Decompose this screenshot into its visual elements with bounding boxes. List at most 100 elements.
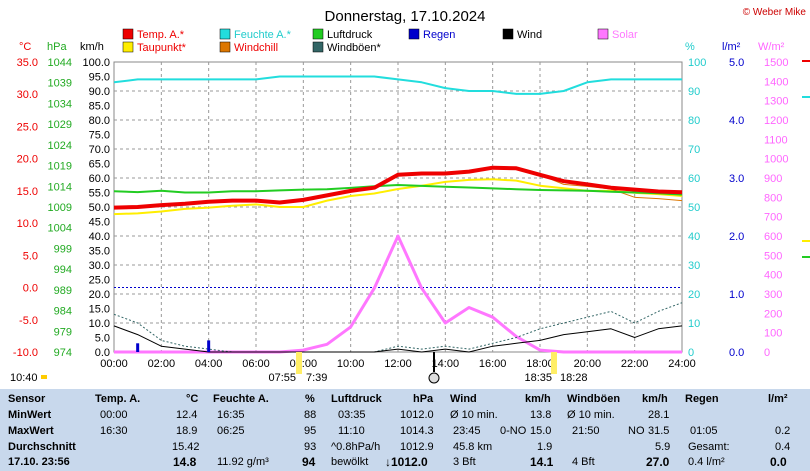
tick-time: 04:00 (195, 358, 223, 370)
dusk-label: 18:35 (524, 372, 552, 384)
tick-time: 06:00 (242, 358, 270, 370)
current-gust-bft: 4 Bft (572, 456, 595, 468)
tick-time: 12:00 (384, 358, 412, 370)
sunrise-label: 07:55 (268, 372, 296, 384)
sunrise-marker (296, 352, 302, 374)
tick-pct: 20 (688, 289, 700, 301)
moon-time-label: 10:40 (10, 372, 38, 384)
tick-kmh: 50.0 (89, 202, 110, 214)
tick-kmh: 30.0 (89, 260, 110, 272)
rain-bar (136, 343, 140, 352)
current-weather: bewölkt (331, 456, 369, 468)
tick-hpa: 974 (54, 347, 72, 359)
tick-hpa: 979 (54, 326, 72, 338)
grid (114, 62, 682, 352)
hdr-wind-unit: km/h (525, 393, 551, 405)
tick-pct: 30 (688, 260, 700, 272)
unit-celsius: °C (19, 41, 31, 53)
legend-label: Wind (517, 29, 542, 41)
tick-kmh: 35.0 (89, 246, 110, 258)
tick-kmh: 95.0 (89, 72, 110, 84)
tick-time: 00:00 (100, 358, 128, 370)
legend: Temp. A.* Feuchte A.* Luftdruck Regen Wind So… (122, 28, 638, 54)
legend-label: Solar (612, 29, 638, 41)
avg-gust: 5.9 (655, 441, 671, 453)
tick-hpa: 1024 (48, 140, 72, 152)
tick-rain: 1.0 (729, 289, 744, 301)
hdr-press-unit: hPa (413, 393, 434, 405)
edge-stub-cyan (802, 96, 810, 98)
tick-solar: 1200 (764, 115, 788, 127)
max-gust-time: 21:50 (572, 425, 600, 437)
legend-swatch (312, 41, 324, 53)
tick-kmh: 15.0 (89, 304, 110, 316)
tick-kmh: 65.0 (89, 159, 110, 171)
current-hum: 94 (302, 455, 316, 469)
row-min-label: MinWert (8, 409, 52, 421)
max-press: 1014.3 (400, 425, 434, 437)
tick-pct: 10 (688, 318, 700, 330)
legend-swatch (502, 28, 514, 40)
min-wind: 13.8 (530, 409, 552, 421)
tick-time: 14:00 (432, 358, 460, 370)
tick-kmh: 75.0 (89, 130, 110, 142)
min-wind-label: Ø 10 min. (450, 409, 498, 421)
tick-solar: 100 (764, 328, 782, 340)
tick-hpa: 994 (54, 264, 72, 276)
moon-marker (41, 375, 47, 379)
min-temp: 12.4 (176, 409, 198, 421)
tick-kmh: 20.0 (89, 289, 110, 301)
tick-kmh: 100.0 (82, 57, 110, 69)
sun-markers: 10:40 07:55 7:39 18:35 18:28 (10, 352, 588, 384)
unit-rain: l/m² (722, 41, 741, 53)
hdr-hum-unit: % (305, 393, 315, 405)
legend-swatch (597, 28, 609, 40)
tick-rain: 3.0 (729, 173, 744, 185)
weather-chart: Donnerstag, 17.10.2024 © Weber Mike Temp… (10, 7, 810, 384)
tick-time: 16:00 (479, 358, 507, 370)
tick-solar: 1100 (764, 134, 788, 146)
max-hum-time: 06:25 (217, 425, 245, 437)
tick-solar: 900 (764, 173, 782, 185)
tick-time: 24:00 (668, 358, 696, 370)
tick-kmh: 5.0 (95, 333, 110, 345)
legend-swatch (219, 41, 231, 53)
tick-solar: 1000 (764, 154, 788, 166)
legend-label: Temp. A.* (137, 29, 185, 41)
current-press: ↓1012.0 (385, 455, 428, 469)
legend-label: Windböen* (327, 42, 382, 54)
hdr-rain: Regen (685, 393, 719, 405)
unit-kmh: km/h (80, 41, 104, 53)
max-rain-time: 01:05 (690, 425, 718, 437)
tick-kmh: 90.0 (89, 86, 110, 98)
legend-label: Windchill (234, 42, 278, 54)
tick-pct: 70 (688, 144, 700, 156)
hdr-rain-unit: l/m² (768, 393, 788, 405)
max-temp: 18.9 (176, 425, 198, 437)
tick-kmh: 45.0 (89, 217, 110, 229)
tick-temp: 10.0 (17, 218, 38, 230)
min-gust: 28.1 (648, 409, 670, 421)
tick-solar: 800 (764, 192, 782, 204)
press-trend: ^0.8hPa/h (331, 441, 381, 453)
tick-pct: 40 (688, 231, 700, 243)
tick-solar: 300 (764, 289, 782, 301)
row-max-label: MaxWert (8, 425, 54, 437)
tick-kmh: 10.0 (89, 318, 110, 330)
current-wind: 14.1 (530, 455, 554, 469)
legend-label: Feuchte A.* (234, 29, 292, 41)
tick-kmh: 55.0 (89, 188, 110, 200)
hdr-gust: Windböen (567, 393, 621, 405)
tick-temp: 0.0 (23, 283, 38, 295)
tick-hpa: 1039 (48, 78, 72, 90)
tick-pct: 100 (688, 57, 706, 69)
tick-kmh: 70.0 (89, 144, 110, 156)
series-windb-en (113, 302, 683, 353)
tick-solar: 1300 (764, 96, 788, 108)
tick-hpa: 1034 (48, 98, 72, 110)
tick-hpa: 1019 (48, 161, 72, 173)
tick-solar: 400 (764, 270, 782, 282)
series-temp-a (113, 165, 683, 210)
tick-hpa: 999 (54, 243, 72, 255)
unit-hpa: hPa (47, 41, 67, 53)
